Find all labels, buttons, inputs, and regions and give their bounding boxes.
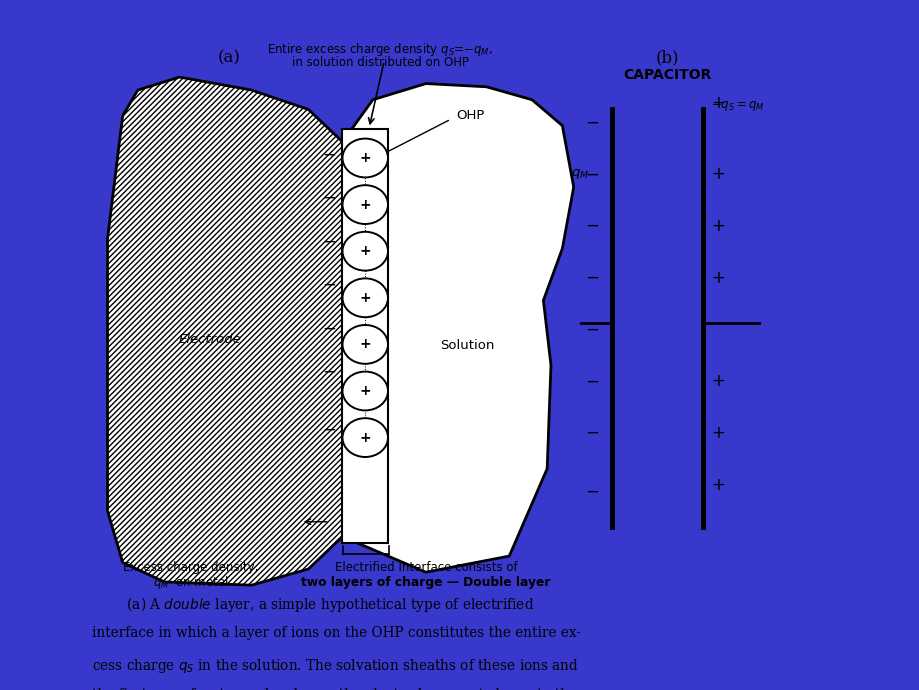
Text: +: + <box>710 217 724 235</box>
Text: +: + <box>359 244 370 258</box>
Text: −: − <box>323 189 336 207</box>
Circle shape <box>342 325 388 364</box>
Text: −: − <box>585 373 599 391</box>
Circle shape <box>342 418 388 457</box>
Text: −: − <box>323 146 336 164</box>
Text: +: + <box>359 290 370 305</box>
Text: interface in which a layer of ions on the OHP constitutes the entire ex-: interface in which a layer of ions on th… <box>92 626 581 640</box>
Text: $q_M$  on metal: $q_M$ on metal <box>153 574 228 591</box>
Text: −: − <box>323 362 336 381</box>
Text: +: + <box>710 165 724 183</box>
Text: −: − <box>585 268 599 287</box>
Text: −: − <box>323 276 336 294</box>
Text: $-q_S = q_M$: $-q_S = q_M$ <box>710 99 764 113</box>
Text: Excess charge density,: Excess charge density, <box>123 560 258 573</box>
Text: −: − <box>585 165 599 183</box>
Text: −: − <box>585 217 599 235</box>
Text: −: − <box>323 421 336 439</box>
Text: $q_M$: $q_M$ <box>571 167 589 181</box>
Text: +: + <box>359 431 370 444</box>
Text: −: − <box>585 321 599 339</box>
Text: −: − <box>585 113 599 131</box>
Text: −: − <box>585 482 599 500</box>
Circle shape <box>342 372 388 411</box>
Circle shape <box>342 185 388 224</box>
Text: +: + <box>710 373 724 391</box>
Text: +: + <box>359 337 370 351</box>
Text: (a): (a) <box>217 50 240 67</box>
Circle shape <box>342 139 388 177</box>
Text: +: + <box>359 197 370 212</box>
Text: Solution: Solution <box>440 339 494 352</box>
Circle shape <box>342 232 388 270</box>
Text: cess charge $q_S$ in the solution. The solvation sheaths of these ions and: cess charge $q_S$ in the solution. The s… <box>92 657 579 675</box>
Text: Electrified Interface consists of: Electrified Interface consists of <box>335 560 516 573</box>
Text: +: + <box>710 476 724 494</box>
Text: +: + <box>710 94 724 112</box>
Circle shape <box>342 278 388 317</box>
Text: in solution distributed on OHP: in solution distributed on OHP <box>291 56 469 69</box>
Text: −: − <box>323 233 336 250</box>
Text: Electrode: Electrode <box>178 333 241 346</box>
Text: (b): (b) <box>654 50 678 67</box>
Text: +: + <box>710 268 724 287</box>
Text: +: + <box>710 424 724 442</box>
Text: the first row of water molecules on the electrode are not shown in the: the first row of water molecules on the … <box>92 688 577 690</box>
Polygon shape <box>342 83 573 572</box>
Text: CAPACITOR: CAPACITOR <box>622 68 710 82</box>
Polygon shape <box>108 77 342 585</box>
Text: −: − <box>323 319 336 337</box>
Text: two layers of charge — Double layer: two layers of charge — Double layer <box>301 576 550 589</box>
Text: +: + <box>359 151 370 165</box>
Text: +: + <box>359 384 370 398</box>
Text: (a) A $\mathit{double}$ layer, a simple hypothetical type of electrified: (a) A $\mathit{double}$ layer, a simple … <box>92 595 534 614</box>
Text: OHP: OHP <box>456 110 484 122</box>
Text: Entire excess charge density $q_S$=$-q_M$,: Entire excess charge density $q_S$=$-q_M… <box>267 41 493 58</box>
Text: −: − <box>585 424 599 442</box>
Bar <box>342 129 388 543</box>
